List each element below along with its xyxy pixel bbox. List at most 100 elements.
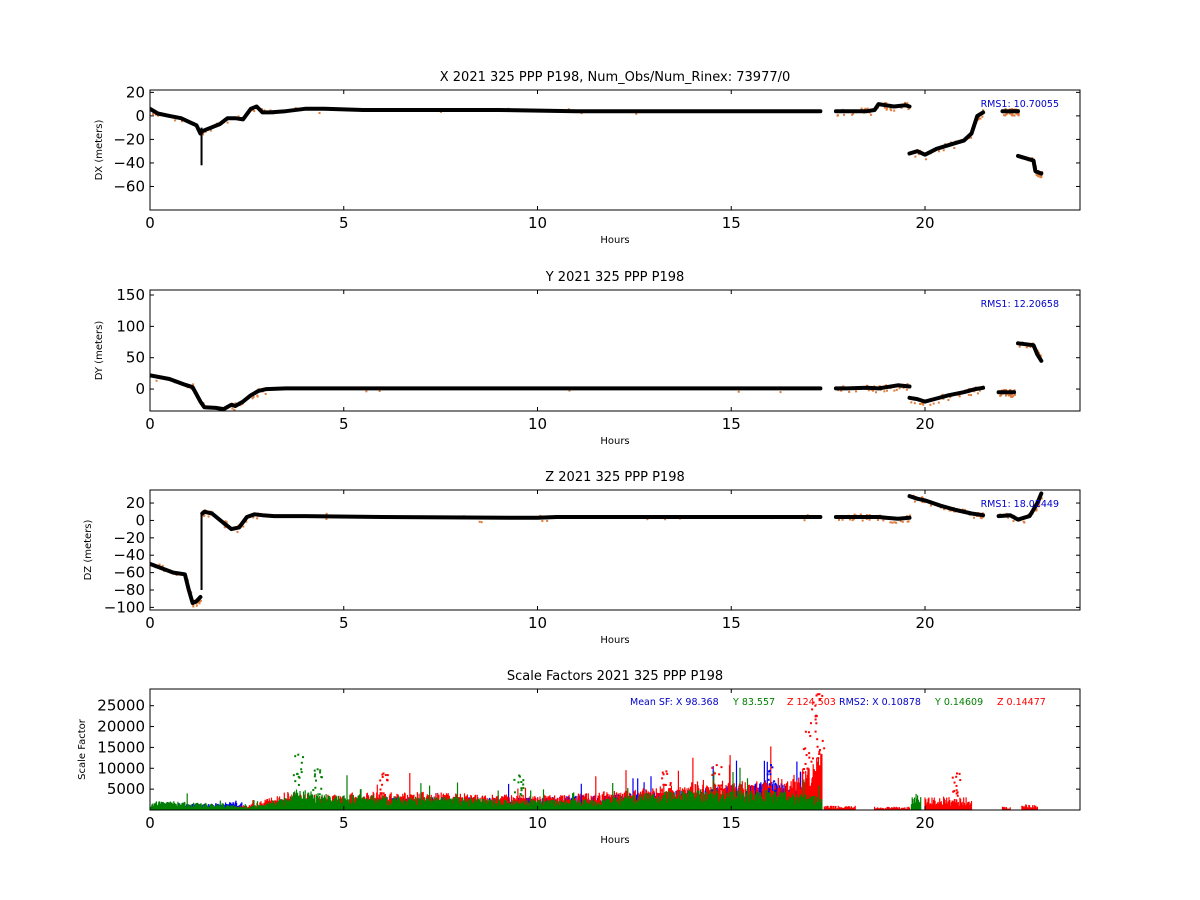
- outlier-point: [325, 512, 328, 515]
- outlier-point: [192, 605, 195, 608]
- x-tick-label: 5: [339, 214, 349, 232]
- peak-point: [381, 783, 384, 786]
- outlier-point: [1005, 394, 1008, 397]
- outlier-point: [895, 521, 898, 524]
- outlier-point: [1010, 113, 1013, 116]
- subplot-title: X 2021 325 PPP P198, Num_Obs/Num_Rinex: …: [440, 70, 791, 85]
- outlier-point: [883, 390, 886, 393]
- outlier-point: [325, 517, 328, 520]
- peak-point: [956, 772, 958, 775]
- outlier-point: [1031, 157, 1034, 160]
- peak-point: [297, 775, 300, 778]
- peak-point: [661, 777, 664, 780]
- outlier-point: [1004, 114, 1007, 117]
- outlier-point: [225, 521, 228, 524]
- x-tick-label: 5: [339, 814, 349, 832]
- peak-point: [312, 789, 315, 792]
- outlier-point: [226, 121, 229, 124]
- outlier-point: [256, 517, 259, 520]
- peak-point: [660, 789, 663, 792]
- y-axis-label: DY (meters): [94, 321, 105, 381]
- outlier-point: [664, 518, 667, 521]
- outlier-point: [919, 402, 922, 405]
- outlier-point: [922, 403, 925, 406]
- outlier-point: [1011, 114, 1014, 117]
- peak-point: [319, 769, 322, 772]
- peak-point: [297, 753, 300, 756]
- peak-point: [955, 792, 958, 795]
- outlier-point: [942, 149, 945, 152]
- peak-point: [320, 775, 323, 778]
- peak-point: [823, 747, 826, 750]
- outlier-point: [947, 399, 950, 402]
- peak-point: [771, 766, 774, 769]
- peak-point: [956, 791, 959, 794]
- outlier-point: [860, 107, 863, 110]
- scale-factor-annotation: RMS2: X 0.10878: [839, 697, 921, 708]
- outlier-point: [842, 113, 845, 116]
- subplot-2: 0 5 10 15 20 150 100 50 0 Y 2021 325 PPP P198 Hour…: [94, 270, 1081, 447]
- outlier-point: [253, 110, 256, 113]
- outlier-point: [885, 102, 888, 105]
- outlier-point: [1040, 176, 1043, 179]
- outlier-point: [906, 102, 909, 105]
- peak-point: [664, 784, 667, 787]
- peak-point: [379, 788, 382, 791]
- peak-point: [382, 792, 385, 795]
- outlier-point: [1015, 112, 1018, 115]
- peak-point: [821, 739, 824, 742]
- outlier-point: [851, 519, 854, 522]
- outlier-point: [900, 106, 903, 109]
- outlier-point: [849, 518, 852, 521]
- peak-point: [666, 772, 669, 775]
- peak-point: [808, 756, 811, 759]
- outlier-point: [852, 518, 855, 521]
- peak-point: [815, 722, 818, 725]
- outlier-point: [199, 599, 202, 602]
- peak-point: [379, 779, 382, 782]
- x-tick-label: 0: [145, 614, 155, 632]
- y-tick-label: 5000: [107, 780, 145, 798]
- peak-point: [818, 750, 821, 753]
- outlier-point: [192, 383, 195, 386]
- x-tick-label: 5: [339, 415, 349, 433]
- outlier-point: [907, 520, 910, 523]
- outlier-point: [861, 519, 864, 522]
- peak-point: [808, 752, 811, 755]
- peak-point: [386, 774, 389, 777]
- y-tick-label: −80: [113, 581, 145, 599]
- peak-point: [768, 770, 771, 773]
- peak-point: [720, 766, 723, 769]
- peak-point: [804, 730, 807, 733]
- peak-point: [522, 783, 525, 786]
- outlier-point: [842, 385, 845, 388]
- subplot-title: Y 2021 325 PPP P198: [545, 270, 685, 285]
- tail-segment: [1001, 806, 1011, 810]
- outlier-point: [977, 118, 980, 121]
- y-axis-label: DZ (meters): [83, 519, 94, 580]
- peak-point: [711, 766, 714, 769]
- peak-point: [294, 780, 297, 783]
- peak-point: [774, 789, 777, 792]
- y-tick-label: 50: [126, 349, 145, 367]
- outlier-point: [1006, 112, 1009, 115]
- outlier-point: [202, 133, 205, 136]
- peak-point: [522, 779, 525, 782]
- rms-annotation: RMS1: 12.20658: [981, 299, 1059, 310]
- outlier-point: [905, 388, 908, 391]
- tail-segment: [924, 796, 973, 810]
- y-tick-label: −40: [113, 154, 145, 172]
- outlier-point: [970, 136, 973, 139]
- peak-point: [297, 783, 300, 786]
- peak-point: [669, 782, 672, 785]
- peak-point: [385, 778, 388, 781]
- peak-point: [711, 773, 714, 776]
- outlier-point: [161, 564, 164, 567]
- y-tick-label: 15000: [97, 738, 145, 756]
- outlier-point: [1017, 114, 1020, 117]
- peak-point: [802, 771, 805, 774]
- y-tick-label: −20: [113, 529, 145, 547]
- data-series-3: [907, 385, 986, 404]
- outlier-point: [237, 115, 240, 118]
